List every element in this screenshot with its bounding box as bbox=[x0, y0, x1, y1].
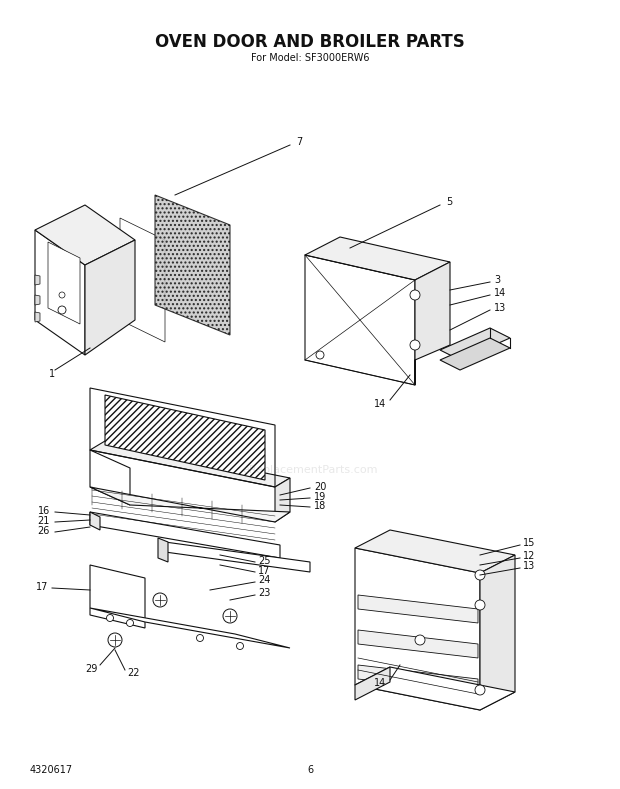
Circle shape bbox=[410, 290, 420, 300]
Text: 15: 15 bbox=[523, 538, 536, 548]
Circle shape bbox=[475, 685, 485, 695]
Polygon shape bbox=[355, 548, 480, 710]
Text: 13: 13 bbox=[494, 303, 507, 313]
Polygon shape bbox=[90, 565, 145, 628]
Text: 24: 24 bbox=[258, 575, 270, 585]
Text: 14: 14 bbox=[374, 678, 386, 688]
Polygon shape bbox=[358, 665, 478, 693]
Text: 21: 21 bbox=[38, 516, 50, 526]
Circle shape bbox=[475, 570, 485, 580]
Circle shape bbox=[126, 619, 133, 626]
Polygon shape bbox=[90, 450, 130, 505]
Text: 25: 25 bbox=[258, 556, 270, 566]
Polygon shape bbox=[358, 595, 478, 623]
Polygon shape bbox=[355, 530, 515, 573]
Polygon shape bbox=[90, 608, 290, 648]
Text: 22: 22 bbox=[127, 668, 140, 678]
Text: 26: 26 bbox=[38, 526, 50, 536]
Polygon shape bbox=[35, 230, 85, 355]
Polygon shape bbox=[355, 667, 390, 700]
Polygon shape bbox=[155, 195, 230, 335]
Polygon shape bbox=[85, 240, 135, 355]
Polygon shape bbox=[90, 487, 290, 522]
Circle shape bbox=[107, 615, 113, 622]
Polygon shape bbox=[35, 312, 40, 322]
Circle shape bbox=[236, 642, 244, 649]
Circle shape bbox=[475, 600, 485, 610]
Circle shape bbox=[153, 593, 167, 607]
Circle shape bbox=[197, 634, 203, 641]
Text: 20: 20 bbox=[314, 482, 326, 492]
Polygon shape bbox=[120, 218, 165, 342]
Polygon shape bbox=[415, 262, 450, 385]
Text: 17: 17 bbox=[258, 566, 270, 576]
Circle shape bbox=[108, 633, 122, 647]
Polygon shape bbox=[440, 338, 510, 370]
Text: 6: 6 bbox=[307, 765, 313, 775]
Text: 23: 23 bbox=[258, 588, 270, 598]
Polygon shape bbox=[305, 237, 450, 280]
Text: eReplacementParts.com: eReplacementParts.com bbox=[242, 465, 378, 475]
Polygon shape bbox=[355, 667, 515, 710]
Polygon shape bbox=[35, 205, 135, 265]
Circle shape bbox=[316, 351, 324, 359]
Text: 5: 5 bbox=[446, 197, 452, 207]
Circle shape bbox=[59, 292, 65, 298]
Text: 4320617: 4320617 bbox=[30, 765, 73, 775]
Polygon shape bbox=[305, 255, 415, 385]
Polygon shape bbox=[35, 295, 40, 305]
Text: 19: 19 bbox=[314, 492, 326, 502]
Circle shape bbox=[410, 340, 420, 350]
Text: For Model: SF3000ERW6: For Model: SF3000ERW6 bbox=[250, 53, 370, 63]
Polygon shape bbox=[35, 275, 40, 285]
Polygon shape bbox=[90, 441, 290, 487]
Text: 14: 14 bbox=[494, 288, 507, 298]
Polygon shape bbox=[275, 478, 290, 522]
Text: 18: 18 bbox=[314, 501, 326, 511]
Text: 1: 1 bbox=[49, 369, 55, 379]
Text: 29: 29 bbox=[86, 664, 98, 674]
Text: 16: 16 bbox=[38, 506, 50, 516]
Circle shape bbox=[415, 635, 425, 645]
Circle shape bbox=[58, 306, 66, 314]
Text: 12: 12 bbox=[523, 551, 536, 561]
Polygon shape bbox=[158, 538, 168, 562]
Polygon shape bbox=[480, 555, 515, 710]
Polygon shape bbox=[440, 328, 510, 360]
Polygon shape bbox=[90, 512, 100, 530]
Text: 7: 7 bbox=[296, 137, 303, 147]
Text: 3: 3 bbox=[494, 275, 500, 285]
Polygon shape bbox=[358, 630, 478, 658]
Text: 13: 13 bbox=[523, 561, 535, 571]
Polygon shape bbox=[48, 242, 80, 324]
Text: OVEN DOOR AND BROILER PARTS: OVEN DOOR AND BROILER PARTS bbox=[155, 33, 465, 51]
Polygon shape bbox=[90, 512, 280, 558]
Polygon shape bbox=[105, 395, 265, 480]
Text: 14: 14 bbox=[374, 399, 386, 409]
Circle shape bbox=[223, 609, 237, 623]
Polygon shape bbox=[165, 542, 310, 572]
Text: 17: 17 bbox=[35, 582, 48, 592]
